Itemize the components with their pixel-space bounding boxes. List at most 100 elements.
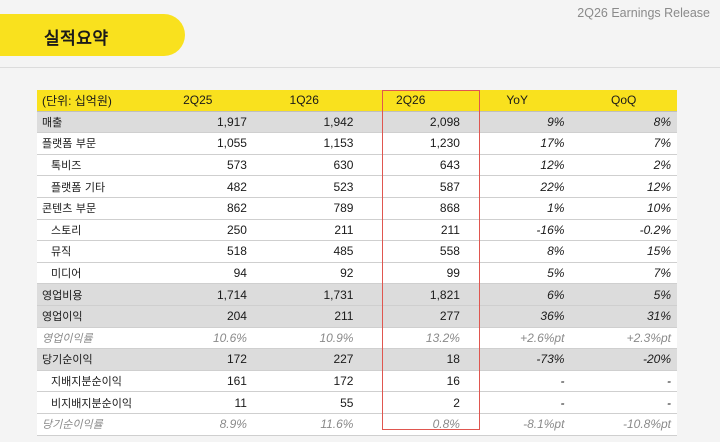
cell-2q26: 558 — [357, 240, 464, 263]
cell-1q26: 172 — [250, 370, 358, 393]
row-label: 영업이익 — [37, 305, 145, 328]
col-header-2q25: 2Q25 — [144, 90, 251, 112]
table-row: 콘텐츠 부문 862 789 868 1% 10% — [37, 197, 677, 220]
col-header-qoq: QoQ — [570, 90, 677, 112]
table-row: 당기순이익 172 227 18 -73% -20% — [37, 348, 677, 371]
cell-1q26: 11.6% — [250, 413, 358, 436]
col-header-1q26: 1Q26 — [250, 90, 358, 112]
cell-2q26: 99 — [357, 262, 464, 285]
col-header-yoy: YoY — [463, 90, 571, 112]
cell-qoq: 8% — [570, 111, 677, 134]
cell-2q25: 1,714 — [144, 283, 251, 306]
cell-2q25: 573 — [144, 154, 251, 177]
cell-1q26: 92 — [250, 262, 358, 285]
cell-yoy: 5% — [463, 262, 571, 285]
cell-qoq: 7% — [570, 132, 677, 155]
cell-yoy: 8% — [463, 240, 571, 263]
cell-2q26: 0.8% — [357, 413, 464, 436]
cell-qoq: -0.2% — [570, 219, 677, 242]
row-label: 뮤직 — [37, 240, 145, 263]
cell-qoq: -20% — [570, 348, 677, 371]
cell-2q25: 204 — [144, 305, 251, 328]
table-row: 영업이익률 10.6% 10.9% 13.2% +2.6%pt +2.3%pt — [37, 327, 677, 350]
table-row: 영업이익 204 211 277 36% 31% — [37, 305, 677, 328]
cell-yoy: - — [463, 370, 571, 393]
col-header-unit: (단위: 십억원) — [37, 90, 145, 112]
table-row: 스토리 250 211 211 -16% -0.2% — [37, 219, 677, 242]
table-row: 플랫폼 기타 482 523 587 22% 12% — [37, 175, 677, 198]
cell-2q25: 94 — [144, 262, 251, 285]
table-header-row: (단위: 십억원) 2Q25 1Q26 2Q26 YoY QoQ — [37, 90, 677, 112]
row-label: 스토리 — [37, 219, 145, 242]
table-row: 매출 1,917 1,942 2,098 9% 8% — [37, 111, 677, 134]
cell-1q26: 10.9% — [250, 327, 358, 350]
cell-qoq: 15% — [570, 240, 677, 263]
page-title: 실적요약 — [44, 29, 109, 49]
cell-2q26: 2,098 — [357, 111, 464, 134]
cell-2q26: 1,230 — [357, 132, 464, 155]
cell-qoq: 10% — [570, 197, 677, 220]
cell-2q25: 161 — [144, 370, 251, 393]
cell-yoy: 9% — [463, 111, 571, 134]
cell-2q26: 1,821 — [357, 283, 464, 306]
cell-qoq: 7% — [570, 262, 677, 285]
cell-2q26: 16 — [357, 370, 464, 393]
col-header-2q26: 2Q26 — [357, 90, 464, 112]
cell-qoq: 5% — [570, 283, 677, 306]
cell-2q26: 2 — [357, 391, 464, 414]
table-row: 뮤직 518 485 558 8% 15% — [37, 240, 677, 263]
cell-1q26: 211 — [250, 305, 358, 328]
cell-2q25: 862 — [144, 197, 251, 220]
cell-qoq: +2.3%pt — [570, 327, 677, 350]
cell-2q25: 172 — [144, 348, 251, 371]
table-row: 톡비즈 573 630 643 12% 2% — [37, 154, 677, 177]
table-row: 미디어 94 92 99 5% 7% — [37, 262, 677, 285]
cell-yoy: 6% — [463, 283, 571, 306]
cell-1q26: 1,153 — [250, 132, 358, 155]
header-divider — [0, 67, 720, 68]
cell-2q25: 1,055 — [144, 132, 251, 155]
cell-1q26: 1,731 — [250, 283, 358, 306]
cell-2q25: 518 — [144, 240, 251, 263]
cell-2q26: 13.2% — [357, 327, 464, 350]
table-row: 비지배지분순이익 11 55 2 - - — [37, 391, 677, 414]
row-label: 당기순이익률 — [37, 413, 145, 436]
row-label: 플랫폼 부문 — [37, 132, 145, 155]
table-row: 플랫폼 부문 1,055 1,153 1,230 17% 7% — [37, 132, 677, 155]
row-label: 플랫폼 기타 — [37, 175, 145, 198]
cell-2q25: 8.9% — [144, 413, 251, 436]
cell-qoq: 31% — [570, 305, 677, 328]
cell-qoq: - — [570, 391, 677, 414]
cell-2q26: 18 — [357, 348, 464, 371]
cell-2q26: 587 — [357, 175, 464, 198]
cell-2q26: 643 — [357, 154, 464, 177]
table-row: 영업비용 1,714 1,731 1,821 6% 5% — [37, 283, 677, 306]
table-row: 지배지분순이익 161 172 16 - - — [37, 370, 677, 393]
row-label: 콘텐츠 부문 — [37, 197, 145, 220]
row-label: 비지배지분순이익 — [37, 391, 145, 414]
cell-1q26: 523 — [250, 175, 358, 198]
cell-2q25: 11 — [144, 391, 251, 414]
cell-yoy: 17% — [463, 132, 571, 155]
cell-yoy: - — [463, 391, 571, 414]
cell-yoy: -73% — [463, 348, 571, 371]
title-banner — [0, 14, 185, 56]
cell-yoy: -8.1%pt — [463, 413, 571, 436]
cell-2q26: 211 — [357, 219, 464, 242]
table-row: 당기순이익률 8.9% 11.6% 0.8% -8.1%pt -10.8%pt — [37, 413, 677, 436]
cell-qoq: 12% — [570, 175, 677, 198]
cell-1q26: 211 — [250, 219, 358, 242]
cell-yoy: -16% — [463, 219, 571, 242]
cell-1q26: 630 — [250, 154, 358, 177]
cell-yoy: 36% — [463, 305, 571, 328]
cell-2q25: 1,917 — [144, 111, 251, 134]
cell-1q26: 227 — [250, 348, 358, 371]
cell-2q25: 250 — [144, 219, 251, 242]
row-label: 지배지분순이익 — [37, 370, 145, 393]
cell-qoq: -10.8%pt — [570, 413, 677, 436]
row-label: 영업비용 — [37, 283, 145, 306]
cell-qoq: 2% — [570, 154, 677, 177]
cell-yoy: 22% — [463, 175, 571, 198]
cell-qoq: - — [570, 370, 677, 393]
cell-yoy: 1% — [463, 197, 571, 220]
